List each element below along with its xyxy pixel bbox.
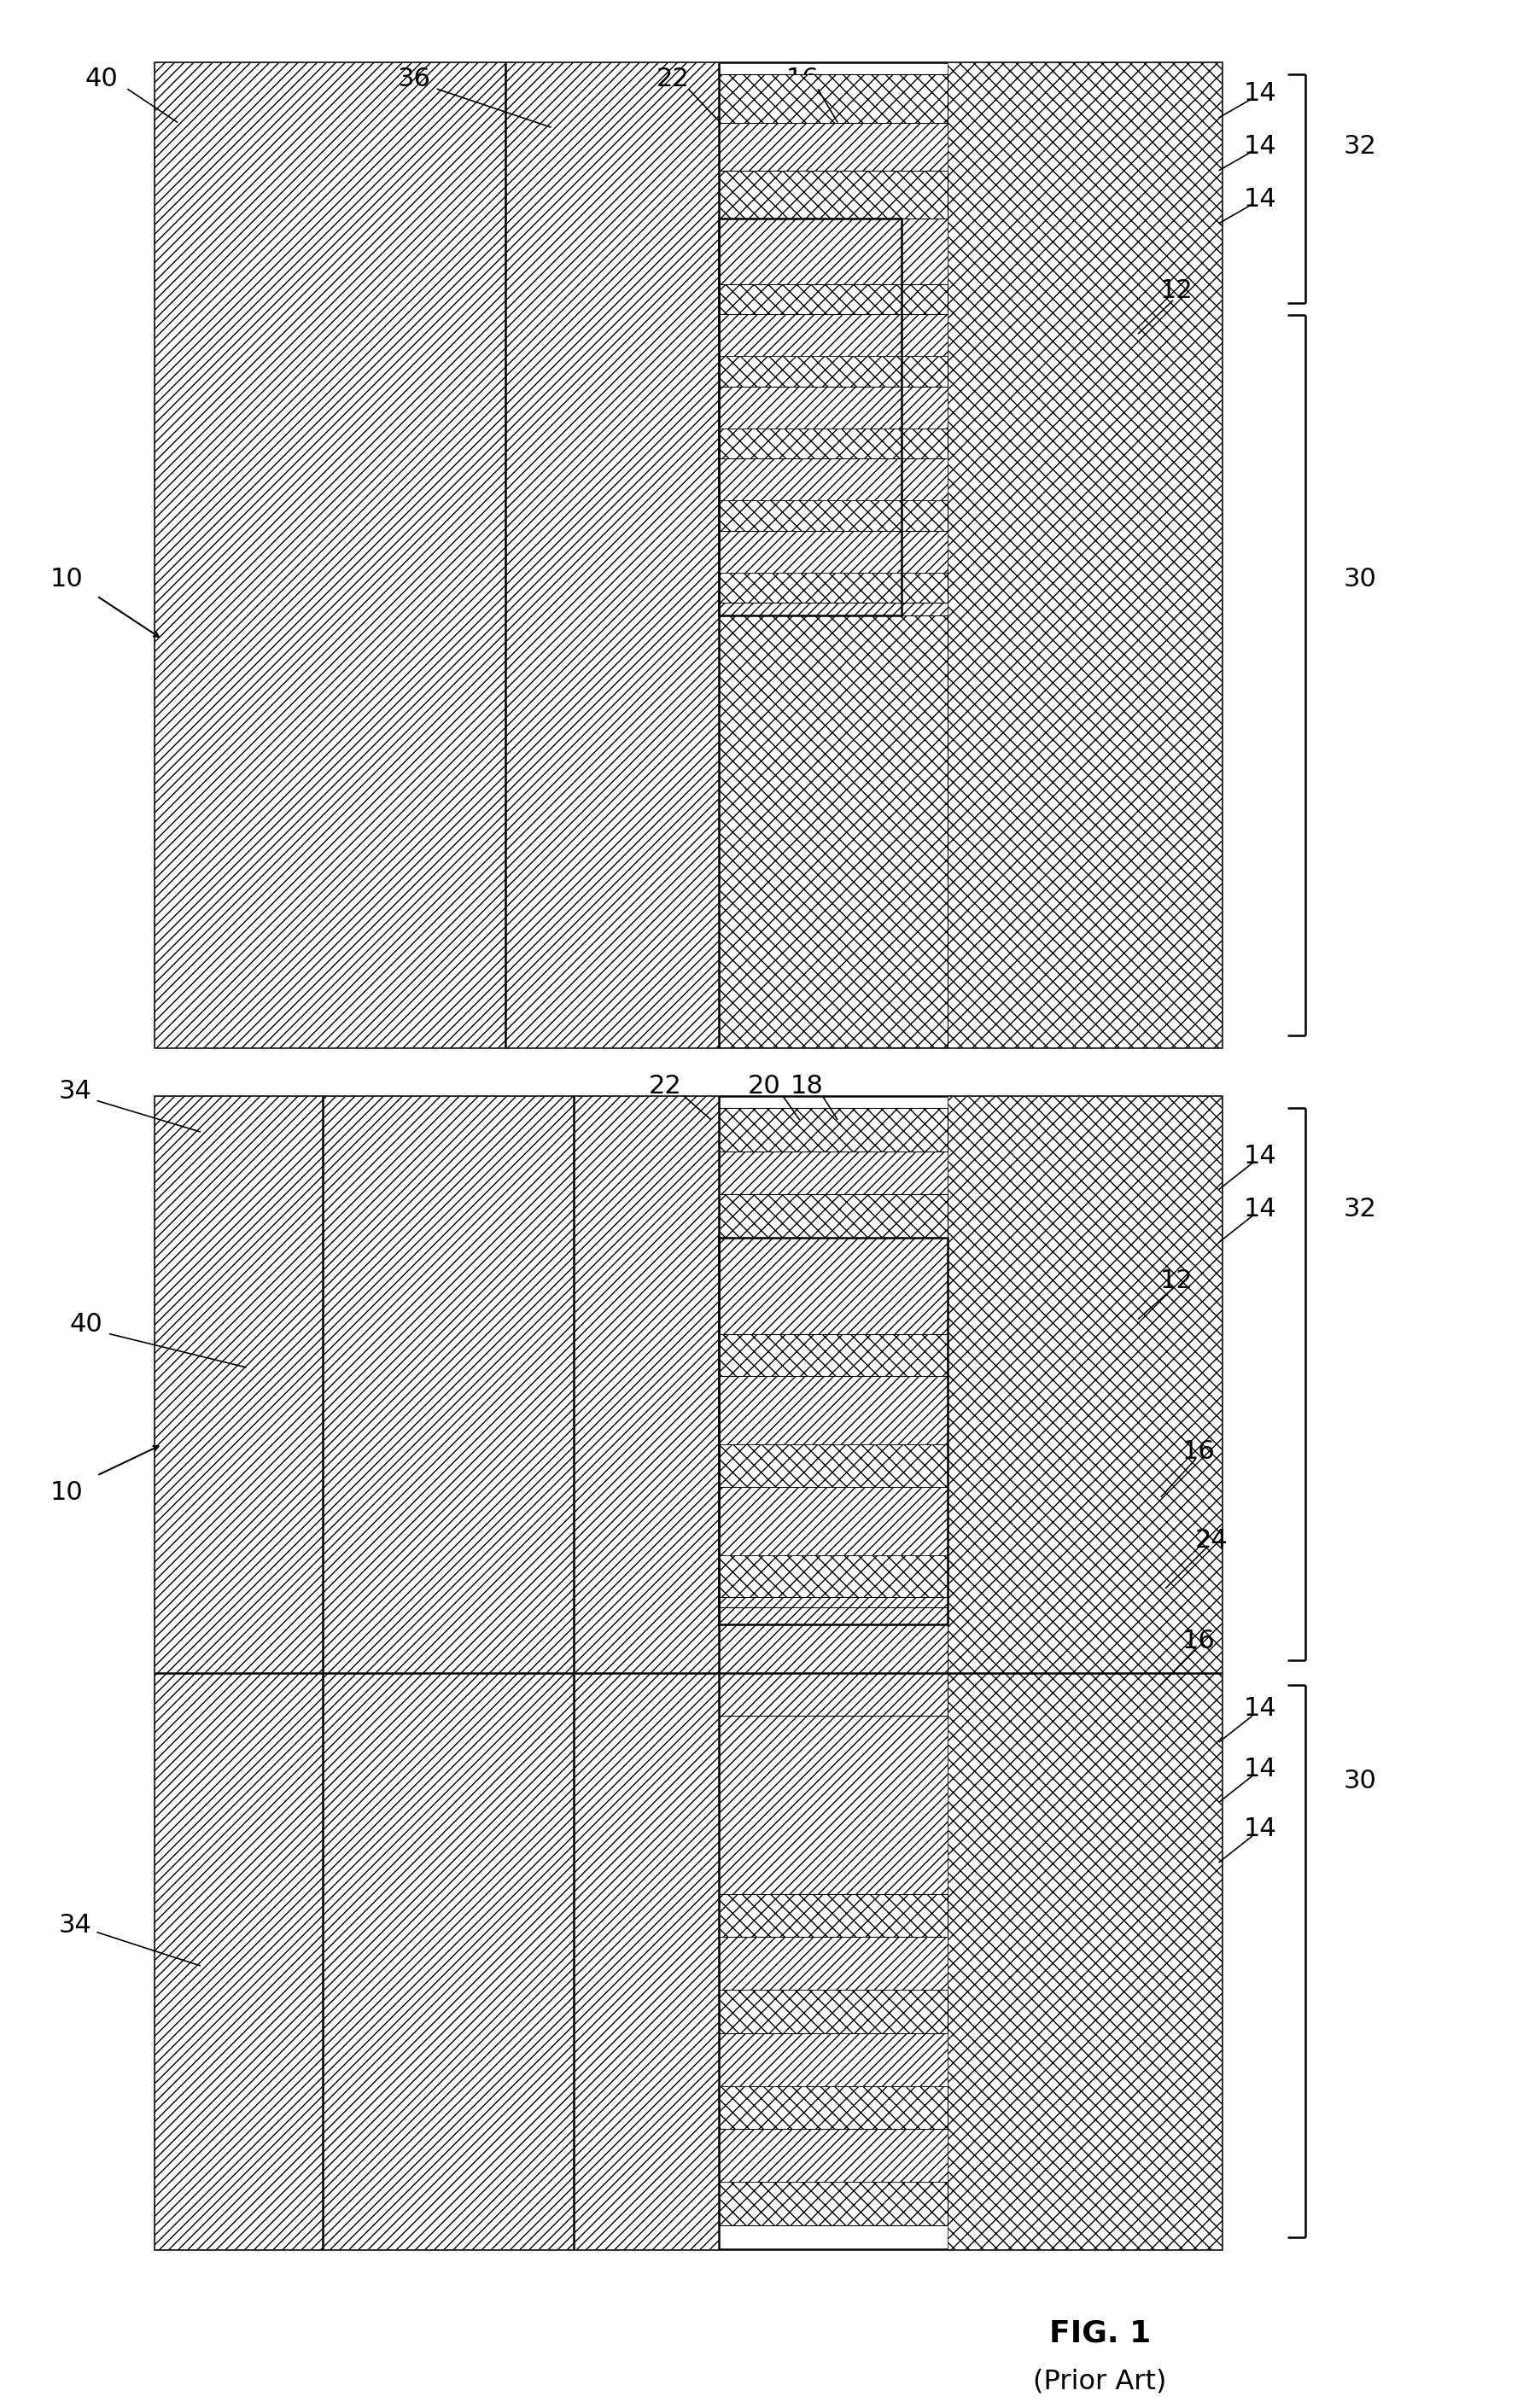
Text: 20: 20	[748, 1074, 781, 1098]
Bar	[719, 1893, 948, 1936]
Bar	[719, 1334, 948, 1375]
Text: 24: 24	[1194, 1529, 1228, 1553]
Bar	[719, 1238, 948, 1625]
Text: 34: 34	[60, 1912, 92, 1938]
Text: 30: 30	[1344, 1767, 1378, 1794]
Text: 14: 14	[1243, 1816, 1277, 1842]
Bar	[506, 63, 719, 1047]
Text: (Prior Art): (Prior Art)	[1034, 2369, 1167, 2396]
Bar	[719, 1486, 948, 1556]
Bar	[719, 429, 948, 458]
Text: 22: 22	[656, 67, 690, 92]
Bar	[719, 573, 948, 602]
Bar	[719, 1445, 948, 1486]
Bar	[719, 614, 948, 1047]
Bar	[154, 1096, 323, 2249]
Bar	[719, 1609, 948, 1717]
Bar	[719, 458, 948, 501]
Text: 14: 14	[1243, 1144, 1277, 1168]
Bar	[573, 1096, 719, 2249]
Text: 10: 10	[50, 1481, 83, 1505]
Bar	[948, 1096, 1222, 2249]
Bar	[719, 315, 948, 356]
Bar	[719, 1989, 948, 2032]
Bar	[719, 1556, 948, 1597]
Bar	[719, 385, 948, 429]
Text: 14: 14	[1243, 1197, 1277, 1221]
Text: 16: 16	[1182, 1630, 1216, 1654]
Bar	[719, 2032, 948, 2085]
Text: 34: 34	[60, 1079, 92, 1103]
Bar	[719, 219, 902, 614]
Text: 10: 10	[50, 566, 83, 592]
Bar	[719, 123, 948, 171]
Bar	[719, 2182, 948, 2225]
Bar	[323, 1096, 573, 2249]
Bar	[719, 219, 948, 614]
Text: 14: 14	[1243, 1695, 1277, 1722]
Bar	[719, 1375, 948, 1445]
Bar	[719, 1108, 948, 1151]
Text: 36: 36	[398, 67, 431, 92]
Bar	[719, 1238, 948, 1625]
Bar	[719, 1194, 948, 1238]
Bar	[719, 501, 948, 530]
Bar	[719, 2129, 948, 2182]
Text: 14: 14	[1243, 188, 1277, 212]
Text: 12: 12	[1159, 1269, 1193, 1293]
Bar	[719, 171, 948, 219]
Bar	[719, 356, 948, 385]
Text: 14: 14	[1243, 135, 1277, 159]
Text: 12: 12	[1159, 279, 1193, 303]
Bar	[719, 1674, 948, 1893]
Text: 32: 32	[1344, 135, 1378, 159]
Text: 14: 14	[1243, 82, 1277, 106]
Bar	[719, 284, 948, 315]
Text: 14: 14	[1243, 1755, 1277, 1782]
Bar	[719, 1936, 948, 1989]
Bar	[719, 530, 948, 573]
Text: 40: 40	[70, 1312, 102, 1336]
Bar	[719, 1151, 948, 1194]
Bar	[719, 75, 948, 123]
Text: 18: 18	[790, 1074, 824, 1098]
Bar	[719, 2085, 948, 2129]
Text: FIG. 1: FIG. 1	[1049, 2319, 1151, 2348]
Bar	[154, 63, 506, 1047]
Bar	[154, 63, 1222, 1047]
Bar	[948, 63, 1222, 1047]
Text: 30: 30	[1344, 566, 1378, 592]
Bar	[719, 219, 902, 614]
Text: 32: 32	[1344, 1197, 1378, 1221]
Text: 16: 16	[1182, 1440, 1216, 1464]
Text: 22: 22	[648, 1074, 682, 1098]
Bar	[154, 1096, 1222, 2249]
Text: 16: 16	[786, 67, 820, 92]
Text: 40: 40	[86, 67, 118, 92]
